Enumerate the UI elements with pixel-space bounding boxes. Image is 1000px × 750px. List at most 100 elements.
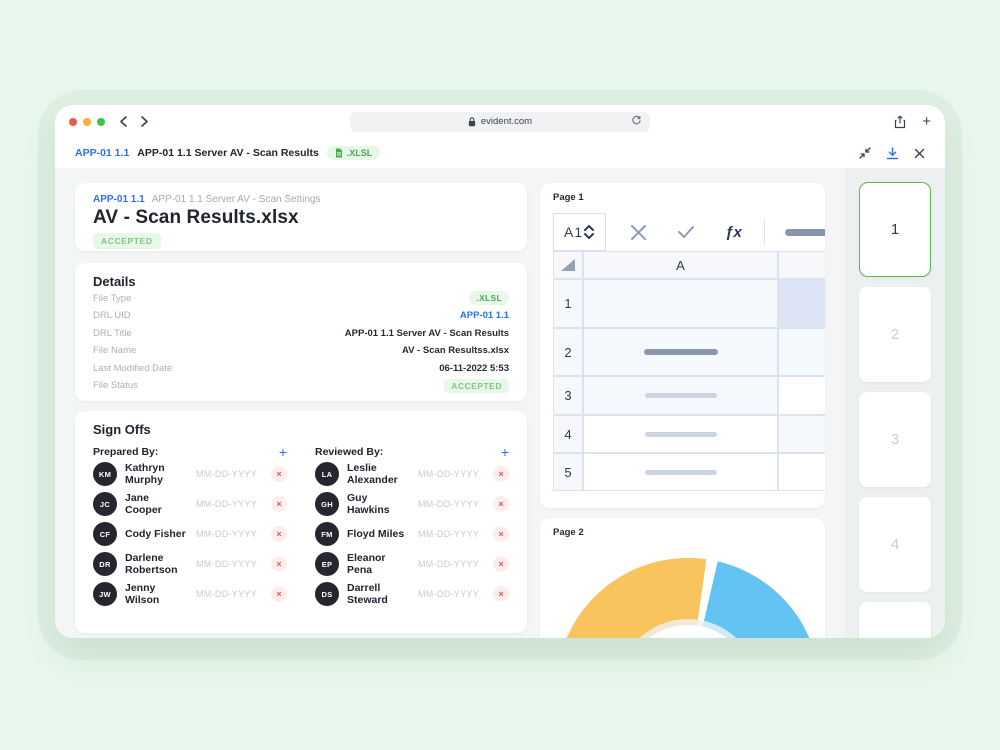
close-icon[interactable] <box>914 148 925 159</box>
sign-off-date-field[interactable]: MM-DD-YYYY <box>196 559 257 569</box>
sign-off-row: JW Jenny Wilson MM-DD-YYYY × <box>93 579 287 609</box>
cancel-entry-icon[interactable] <box>630 224 647 241</box>
remove-person-button[interactable]: × <box>271 586 287 602</box>
row-header-4[interactable]: 4 <box>553 415 583 453</box>
column-header-b[interactable] <box>778 251 825 279</box>
address-bar[interactable]: evident.com <box>350 111 650 132</box>
lock-icon <box>468 116 476 127</box>
donut-chart-hole <box>623 625 753 638</box>
cell-reference-box[interactable]: A1 <box>553 213 607 251</box>
cell-a1[interactable] <box>583 279 778 328</box>
person-name: Floyd Miles <box>347 528 405 540</box>
remove-person-button[interactable]: × <box>271 556 287 572</box>
avatar: GH <box>315 492 339 516</box>
browser-chrome: evident.com + <box>55 105 945 138</box>
page-thumbnail-4[interactable]: 4 <box>859 497 931 592</box>
cell-b2[interactable] <box>778 328 825 376</box>
page-thumbnail-3[interactable]: 3 <box>859 392 931 487</box>
row-header-1[interactable]: 1 <box>553 279 583 328</box>
page1-preview-card[interactable]: Page 1 A1 <box>540 183 825 508</box>
sign-off-row: DS Darrell Steward MM-DD-YYYY × <box>315 579 509 609</box>
cell-content-bar <box>644 393 717 398</box>
sign-off-date-field[interactable]: MM-DD-YYYY <box>418 529 479 539</box>
row-header-5[interactable]: 5 <box>553 453 583 491</box>
remove-person-button[interactable]: × <box>271 466 287 482</box>
person-name: Eleanor Pena <box>347 552 386 576</box>
cell-b3[interactable] <box>778 376 825 415</box>
remove-person-button[interactable]: × <box>271 526 287 542</box>
page-thumbnail-1[interactable]: 1 <box>859 182 931 277</box>
row-header-2[interactable]: 2 <box>553 328 583 376</box>
file-type-badge-label: .XLSL <box>346 148 373 158</box>
file-icon <box>335 148 342 158</box>
person-name: Leslie Alexander <box>347 462 398 486</box>
page2-preview-card[interactable]: Page 2 <box>540 518 825 638</box>
sign-off-date-field[interactable]: MM-DD-YYYY <box>196 589 257 599</box>
reviewed-by-column: Reviewed By: + LA Leslie Alexander MM-DD… <box>315 445 509 609</box>
minimize-window-button[interactable] <box>83 117 91 126</box>
confirm-entry-icon[interactable] <box>677 225 695 239</box>
remove-person-button[interactable]: × <box>271 496 287 512</box>
detail-value: 06-11-2022 5:53 <box>439 362 509 374</box>
status-badge: ACCEPTED <box>93 233 161 249</box>
person-name: Jane Cooper <box>125 492 162 516</box>
browser-window: evident.com + APP-01 1.1 APP-01 1.1 Serv… <box>55 105 945 638</box>
remove-person-button[interactable]: × <box>493 526 509 542</box>
remove-person-button[interactable]: × <box>493 466 509 482</box>
remove-person-button[interactable]: × <box>493 496 509 512</box>
details-heading: Details <box>93 274 136 289</box>
column-header-a[interactable]: A <box>583 251 778 279</box>
cell-b4[interactable] <box>778 415 825 453</box>
person-name: Jenny Wilson <box>125 582 160 606</box>
avatar: DR <box>93 552 117 576</box>
row-header-3[interactable]: 3 <box>553 376 583 415</box>
new-tab-icon[interactable]: + <box>922 113 931 130</box>
sign-off-row: EP Eleanor Pena MM-DD-YYYY × <box>315 549 509 579</box>
back-icon[interactable] <box>119 116 128 127</box>
sign-off-row: GH Guy Hawkins MM-DD-YYYY × <box>315 489 509 519</box>
sign-off-date-field[interactable]: MM-DD-YYYY <box>418 469 479 479</box>
remove-person-button[interactable]: × <box>493 556 509 572</box>
name-box-spinner-icon[interactable] <box>583 224 595 240</box>
cell-a5[interactable] <box>583 453 778 491</box>
spreadsheet-preview: A1 ƒx <box>553 213 825 491</box>
file-type-badge: .XLSL <box>326 146 381 160</box>
cell-b1-selected[interactable] <box>778 279 825 328</box>
sign-off-date-field[interactable]: MM-DD-YYYY <box>196 469 257 479</box>
page-thumbnail-5[interactable]: 5 <box>859 602 931 638</box>
add-preparer-button[interactable]: + <box>278 444 287 460</box>
cell-b5[interactable] <box>778 453 825 491</box>
detail-label: DRL Title <box>93 327 132 339</box>
sign-off-date-field[interactable]: MM-DD-YYYY <box>196 499 257 509</box>
collapse-icon[interactable] <box>859 147 871 159</box>
cell-a3[interactable] <box>583 376 778 415</box>
formula-bar-placeholder[interactable] <box>784 228 825 236</box>
person-name: Guy Hawkins <box>347 492 390 516</box>
sign-off-date-field[interactable]: MM-DD-YYYY <box>196 529 257 539</box>
cell-a4[interactable] <box>583 415 778 453</box>
remove-person-button[interactable]: × <box>493 586 509 602</box>
reload-icon[interactable] <box>631 115 642 126</box>
zoom-window-button[interactable] <box>97 117 105 126</box>
detail-row: DRL Title APP-01 1.1 Server AV - Scan Re… <box>93 325 509 342</box>
main-content: APP-01 1.1 APP-01 1.1 Server AV - Scan S… <box>55 168 945 638</box>
breadcrumb-uid[interactable]: APP-01 1.1 <box>75 147 130 159</box>
detail-value-link[interactable]: APP-01 1.1 <box>459 310 509 321</box>
close-window-button[interactable] <box>69 117 77 126</box>
share-icon[interactable] <box>894 114 906 129</box>
forward-icon[interactable] <box>140 116 149 127</box>
sign-off-date-field[interactable]: MM-DD-YYYY <box>418 499 479 509</box>
sign-off-date-field[interactable]: MM-DD-YYYY <box>418 559 479 569</box>
function-icon[interactable]: ƒx <box>725 223 742 241</box>
page-thumbnail-2[interactable]: 2 <box>859 287 931 382</box>
detail-label: File Name <box>93 345 137 356</box>
sign-off-row: JC Jane Cooper MM-DD-YYYY × <box>93 489 287 519</box>
cell-a2[interactable] <box>583 328 778 376</box>
avatar: FM <box>315 522 339 546</box>
document-uid[interactable]: APP-01 1.1 <box>93 194 145 205</box>
select-all-corner[interactable] <box>553 251 583 279</box>
donut-chart <box>556 558 820 638</box>
sign-off-date-field[interactable]: MM-DD-YYYY <box>418 589 479 599</box>
add-reviewer-button[interactable]: + <box>500 444 509 460</box>
download-icon[interactable] <box>886 146 899 160</box>
